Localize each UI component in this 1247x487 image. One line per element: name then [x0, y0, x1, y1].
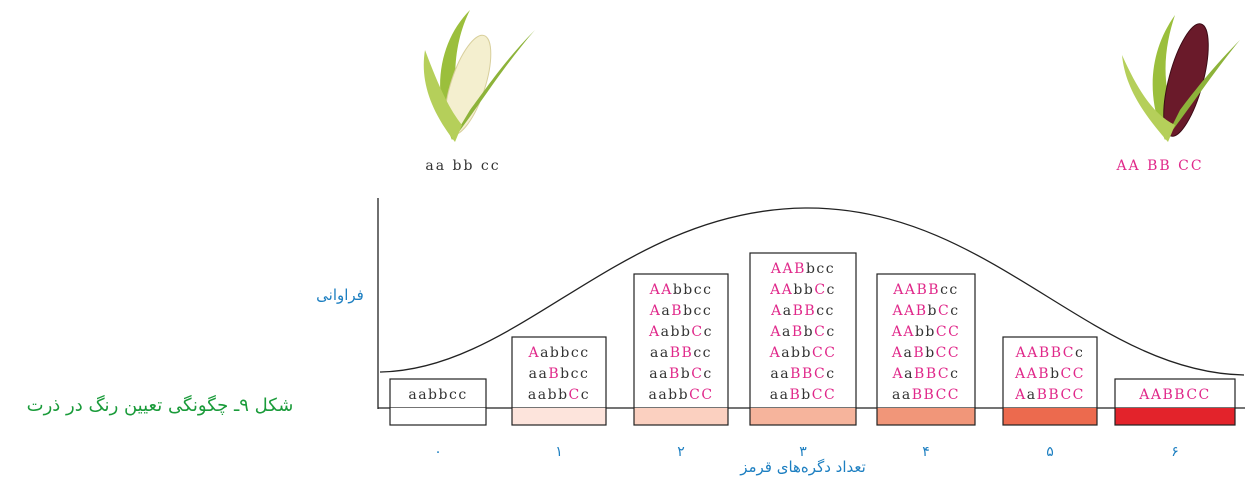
genotype: aabbCc	[528, 387, 590, 403]
genotype: aabbCC	[648, 387, 713, 403]
groups: aabbcc ۰ Aabbcc aaBbcc aabbCc ۱ AAbbcc AaBbcc Aa…	[389, 252, 1236, 460]
group-label: ۱	[555, 444, 563, 460]
genotype: AAbbCc	[769, 282, 836, 298]
genotype: AaBBcc	[770, 303, 835, 319]
parent-label: aa bb cc	[425, 158, 500, 174]
genotype: AAbbCC	[891, 324, 961, 340]
genotype: aabbcc	[408, 387, 467, 403]
group-label: ۵	[1046, 444, 1054, 460]
genotype-box	[1002, 336, 1098, 426]
genotype-box	[749, 252, 857, 426]
strip	[750, 408, 856, 425]
red-corn	[1122, 15, 1240, 142]
group-label: ۶	[1171, 444, 1179, 460]
bell-curve	[379, 207, 1245, 376]
genotype: AABbCc	[891, 303, 959, 319]
genotype: AABBCc	[1015, 345, 1085, 361]
genotype: aaBbCC	[770, 387, 836, 403]
genotype: AABBcc	[892, 282, 959, 298]
genotype: aaBbCc	[649, 366, 713, 382]
genotype-box	[876, 273, 976, 426]
genotype-box	[1114, 378, 1236, 426]
genotype: AABbcc	[770, 261, 835, 277]
genotype: AaBbcc	[649, 303, 712, 319]
strip	[1115, 408, 1235, 425]
strip	[512, 408, 606, 425]
x-axis-label: تعداد دگره‌های قرمز	[739, 458, 866, 476]
group-label: ۳	[799, 444, 807, 460]
strip	[1003, 408, 1097, 425]
genotype: Aabbcc	[527, 345, 589, 361]
genotype: aaBBcc	[650, 345, 712, 361]
group-label: ۰	[434, 444, 442, 460]
genotype: AabbCC	[769, 345, 837, 361]
strip	[877, 408, 975, 425]
genotype-box	[389, 378, 487, 426]
parent-label: AA BB CC	[1115, 158, 1203, 174]
genotype: AABBCC	[1138, 387, 1211, 403]
white-corn	[423, 10, 535, 142]
strip	[634, 408, 728, 425]
genotype: AABbCC	[1014, 366, 1085, 382]
group-label: ۲	[677, 444, 685, 460]
genotype: AaBBCc	[892, 366, 960, 382]
genotype: AabbCc	[648, 324, 713, 340]
y-axis-label: فراوانی	[316, 286, 364, 304]
genotype: AAbbcc	[649, 282, 713, 298]
strip	[390, 408, 486, 425]
genotype: aaBbcc	[529, 366, 590, 382]
genotype: aaBBCC	[892, 387, 960, 403]
genotype: aaBBCc	[770, 366, 835, 382]
caption: شکل ۹ـ چگونگی تعیین رنگ در ذرت	[27, 394, 294, 416]
genotype: AaBbCC	[891, 345, 960, 361]
genotype: AaBbCc	[769, 324, 835, 340]
genotype: AaBBCC	[1014, 387, 1085, 403]
group-label: ۴	[922, 444, 930, 460]
genotype-box	[633, 273, 729, 426]
genotype-box	[511, 336, 607, 426]
